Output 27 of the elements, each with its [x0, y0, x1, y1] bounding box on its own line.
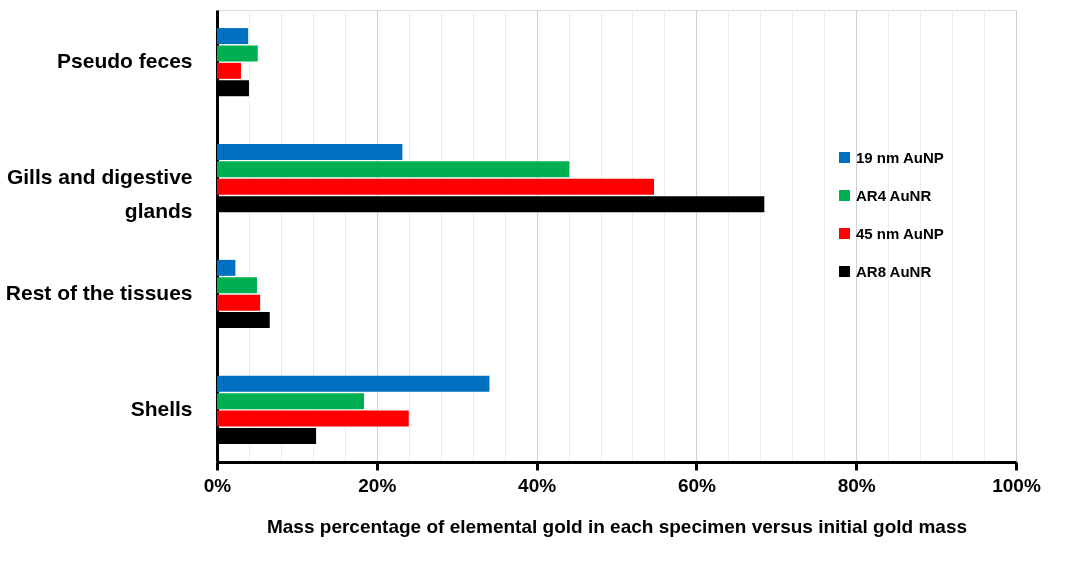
bar	[217, 62, 241, 79]
x-tick-label: 60%	[677, 474, 717, 496]
bar	[217, 393, 365, 410]
bar	[217, 294, 261, 311]
x-tick-label: 20%	[358, 474, 397, 496]
y-tick-label: Shells	[130, 396, 193, 420]
bar	[217, 410, 409, 427]
bar	[217, 375, 490, 392]
bar	[217, 277, 257, 294]
x-tick-label: 0%	[203, 474, 232, 496]
bar	[217, 28, 249, 45]
x-tick-label: 100%	[992, 474, 1041, 496]
y-tick-label: Gills and digestive glands	[6, 165, 193, 223]
bar	[217, 161, 570, 178]
y-tick-label: Rest of the tissues	[5, 280, 193, 304]
bar	[217, 143, 403, 160]
legend-label: AR4 AuNR	[856, 186, 932, 204]
x-tick-label: 80%	[837, 474, 876, 496]
bar	[217, 178, 655, 195]
bar	[217, 45, 258, 62]
y-tick-label: Pseudo feces	[57, 49, 193, 73]
bar	[217, 259, 236, 276]
legend-label: AR8 AuNR	[856, 262, 932, 280]
x-tick-label: 40%	[518, 474, 557, 496]
legend-label: 19 nm AuNP	[856, 148, 944, 166]
legend-label: 45 nm AuNP	[856, 224, 944, 242]
x-axis-title: Mass percentage of elemental gold in each specimen versus initial gold mass	[266, 515, 968, 537]
